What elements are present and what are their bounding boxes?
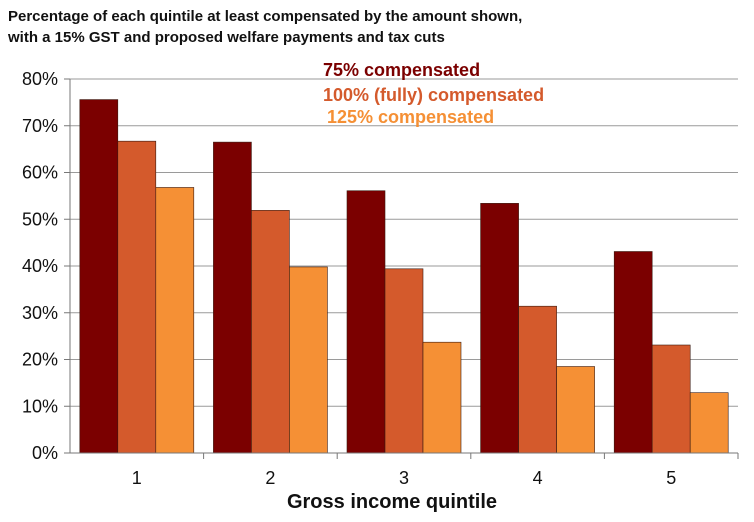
bar-q4-series-1 (480, 203, 519, 454)
y-tick-label: 80% (22, 69, 58, 89)
legend-entry-2: 100% (fully) compensated (323, 85, 544, 105)
legend: 75% compensated 100% (fully) compensated1… (323, 60, 544, 127)
y-tick-label: 40% (22, 256, 58, 276)
chart-title-line-1: Percentage of each quintile at least com… (8, 8, 523, 25)
y-tick-label: 20% (22, 350, 58, 370)
y-tick-label: 0% (32, 443, 58, 463)
x-tick-label: 2 (265, 468, 275, 488)
bar-q1-series-1 (79, 99, 119, 454)
legend-entry-1: 75% compensated (323, 60, 480, 80)
legend-entry-3: 125% compensated (327, 107, 494, 127)
bar-q5-series-1 (613, 251, 653, 454)
bar-q1-series-2 (117, 140, 157, 454)
bar-q2-series-2 (251, 210, 290, 454)
x-tick-label: 1 (132, 468, 142, 488)
bar-q2-series-3 (289, 266, 328, 454)
y-tick-label: 50% (22, 209, 58, 229)
bar-q1-series-3 (155, 187, 195, 454)
x-tick-label: 3 (399, 468, 409, 488)
bars (79, 99, 729, 454)
y-tick-labels: 0% 10% 20% 30% 40% 50% 60% 70% 80% (22, 69, 58, 463)
y-tick-label: 60% (22, 163, 58, 183)
x-tick-label: 5 (666, 468, 676, 488)
y-tick-label: 30% (22, 303, 58, 323)
bar-q4-series-2 (518, 305, 557, 454)
bar-q3-series-3 (422, 341, 462, 454)
chart-title: Percentage of each quintile at least com… (8, 6, 748, 48)
bar-q2-series-1 (213, 141, 252, 454)
bar-q3-series-1 (346, 190, 386, 454)
chart-title-line-2: with a 15% GST and proposed welfare paym… (8, 29, 445, 46)
axes (64, 78, 739, 459)
x-tick-labels: 1 2 3 4 5 (132, 468, 676, 488)
bar-q3-series-2 (384, 268, 424, 454)
bar-q5-series-3 (689, 392, 729, 454)
y-tick-label: 10% (22, 396, 58, 416)
x-axis-label: Gross income quintile (287, 491, 497, 513)
bar-q4-series-3 (556, 366, 595, 454)
x-tick-label: 4 (533, 468, 543, 488)
y-tick-label: 70% (22, 116, 58, 136)
bar-q5-series-2 (651, 344, 691, 454)
